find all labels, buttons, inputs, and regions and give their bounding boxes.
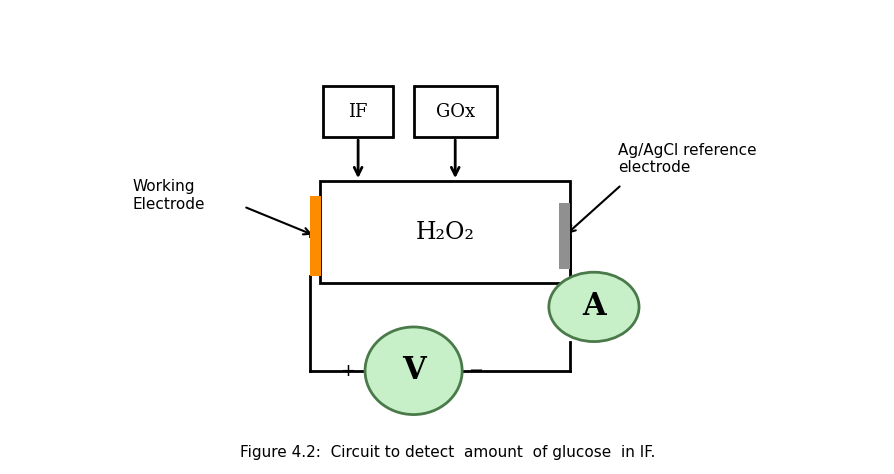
Text: H₂O₂: H₂O₂ — [415, 220, 474, 244]
Text: GOx: GOx — [435, 103, 474, 120]
Text: +: + — [340, 362, 355, 380]
Ellipse shape — [365, 327, 461, 415]
Text: −: − — [468, 362, 483, 380]
Bar — [319, 181, 569, 283]
Text: Ag/AgCl reference
electrode: Ag/AgCl reference electrode — [618, 143, 756, 175]
Bar — [309, 196, 320, 276]
Text: Figure 4.2:  Circuit to detect  amount  of glucose  in IF.: Figure 4.2: Circuit to detect amount of … — [240, 445, 654, 460]
Bar — [323, 86, 392, 137]
Text: IF: IF — [348, 103, 367, 120]
Text: Working
Electrode: Working Electrode — [132, 179, 205, 212]
Text: A: A — [581, 292, 605, 322]
Bar — [559, 203, 569, 269]
Ellipse shape — [548, 272, 638, 342]
Bar — [413, 86, 496, 137]
Text: V: V — [401, 355, 425, 386]
